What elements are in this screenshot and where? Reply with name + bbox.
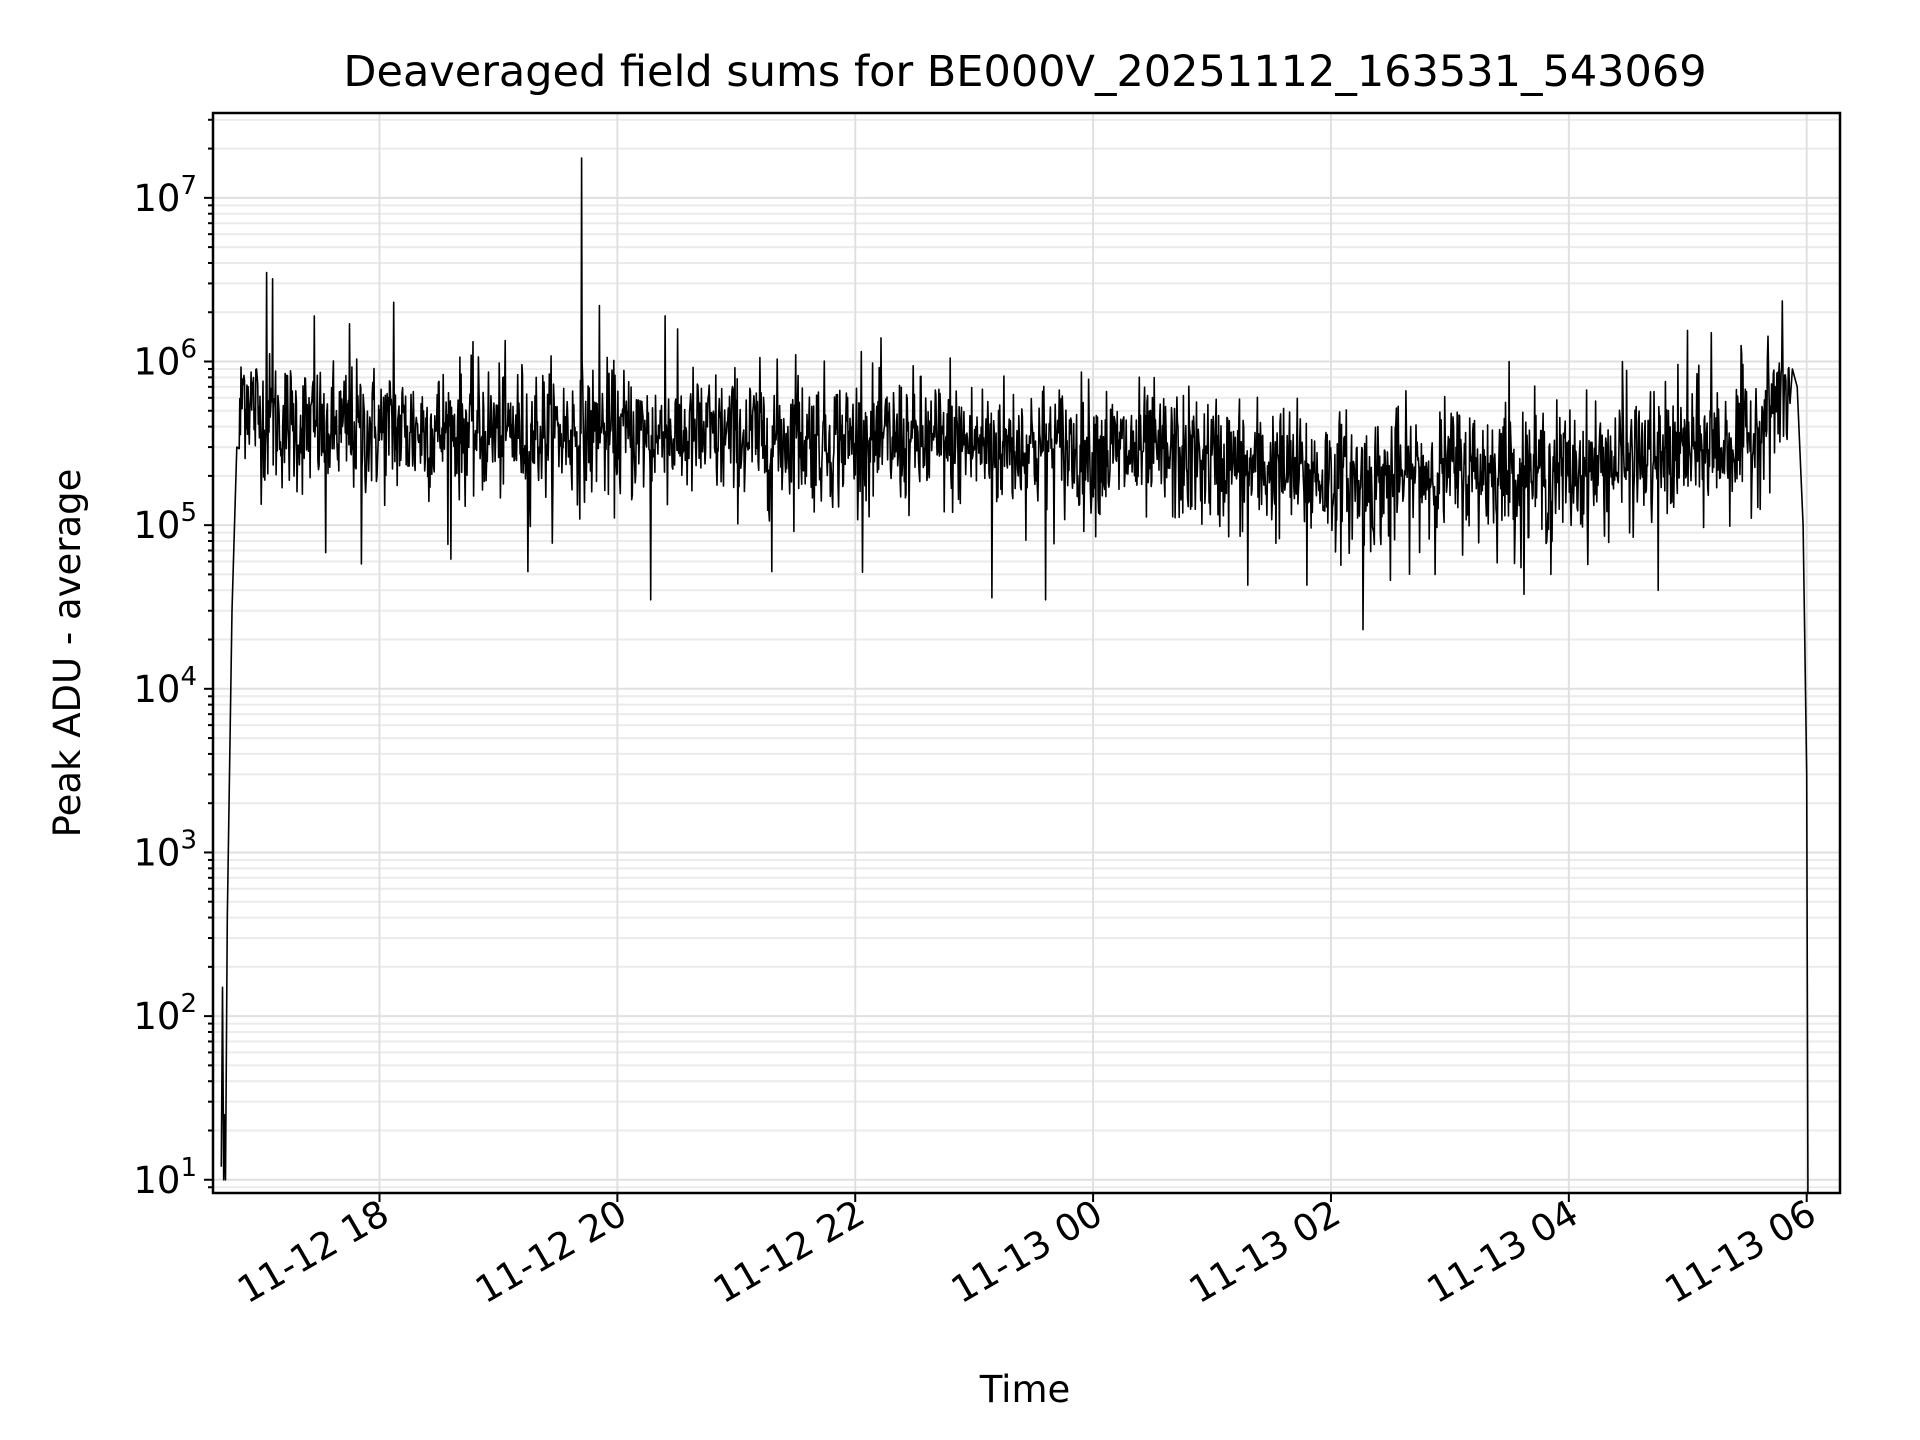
- x-tick-label: 11-13 06: [1658, 1192, 1824, 1312]
- chart-title: Deaveraged field sums for BE000V_2025111…: [343, 47, 1706, 97]
- series-line: [220, 157, 1809, 1193]
- x-axis-label: Time: [979, 1368, 1071, 1411]
- y-tick-label: 106: [133, 335, 197, 384]
- y-tick-label: 105: [133, 498, 197, 547]
- y-tick-label: 102: [133, 989, 197, 1038]
- x-tick-label: 11-13 02: [1182, 1192, 1348, 1312]
- x-tick-label: 11-13 04: [1420, 1192, 1586, 1312]
- y-tick-label: 107: [133, 171, 197, 220]
- x-tick-label: 11-12 22: [706, 1192, 872, 1312]
- grid-lines: [213, 113, 1840, 1193]
- y-tick-label: 101: [133, 1153, 197, 1202]
- x-axis-ticks: 11-12 18 11-12 20 11-12 22 11-13 00 11-13 02…: [230, 1192, 1823, 1312]
- x-tick-label: 11-12 20: [468, 1192, 634, 1312]
- x-tick-label: 11-12 18: [230, 1192, 396, 1312]
- x-tick-label: 11-13 00: [944, 1192, 1110, 1312]
- plot-frame: [211, 111, 1842, 1195]
- y-tick-label: 104: [133, 662, 197, 711]
- y-axis-ticks: 101 102 103 104 105 106 107: [133, 118, 213, 1202]
- y-axis-label: Peak ADU - average: [46, 469, 89, 838]
- y-tick-label: 103: [133, 825, 197, 874]
- series-group: [220, 157, 1809, 1193]
